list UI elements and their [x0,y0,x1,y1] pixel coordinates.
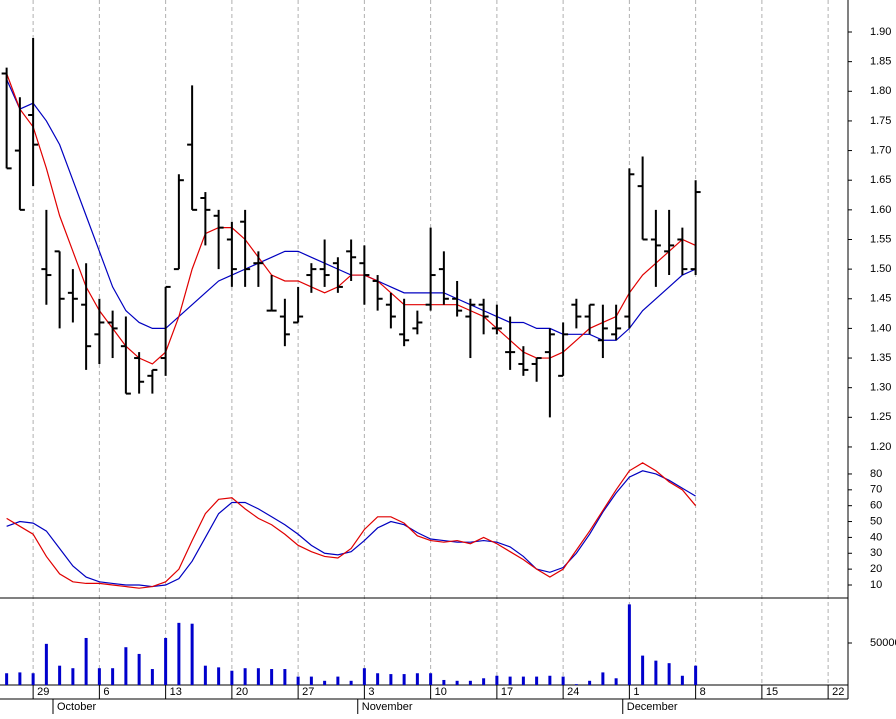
volume-bar [535,676,539,685]
volume-bar [44,643,48,685]
volume-bar [190,623,194,685]
x-tick-label: 15 [766,686,778,698]
y-tick-label: 1.50 [870,263,891,275]
volume-bar [296,676,300,685]
y-tick-label: 1.85 [870,56,891,68]
volume-bar [415,673,419,685]
y-tick-label: 50000 [870,637,896,649]
volume-bar [230,670,234,685]
x-tick-label: 27 [302,686,314,698]
volume-bar [111,668,115,685]
volume-bar [309,676,313,685]
month-label: October [57,701,96,713]
y-tick-label: 1.45 [870,293,891,305]
x-tick-label: 17 [501,686,513,698]
volume-bar [256,668,260,685]
volume-bar [97,668,101,685]
volume-bar [164,637,168,685]
volume-bar [217,667,221,685]
y-tick-label: 80 [870,468,882,480]
volume-bar [270,669,274,685]
volume-bar [58,665,62,685]
x-tick-label: 3 [368,686,374,698]
x-tick-label: 22 [832,686,844,698]
x-tick-label: 1 [633,686,639,698]
y-tick-label: 70 [870,484,882,496]
y-tick-label: 1.20 [870,441,891,453]
volume-bar [402,674,406,685]
y-tick-label: 1.55 [870,233,891,245]
volume-bar [561,676,565,685]
volume-bar [495,675,499,685]
y-tick-label: 50 [870,515,882,527]
x-tick-label: 10 [435,686,447,698]
y-tick-label: 20 [870,563,882,575]
volume-bar [389,674,393,685]
x-tick-label: 24 [567,686,579,698]
volume-bar [654,660,658,685]
volume-bar [84,637,88,685]
volume-bar [5,673,9,685]
y-tick-label: 1.25 [870,411,891,423]
y-tick-label: 1.90 [870,26,891,38]
volume-bar [641,655,645,685]
volume-bar [442,679,446,685]
volume-bar [680,675,684,685]
y-tick-label: 40 [870,531,882,543]
volume-bar [429,673,433,685]
y-tick-label: 60 [870,500,882,512]
volume-bar [376,673,380,685]
y-tick-label: 1.70 [870,144,891,156]
volume-bar [521,676,525,685]
volume-bar [588,680,592,685]
x-tick-label: 6 [103,686,109,698]
volume-bar [574,684,578,685]
x-tick-label: 13 [170,686,182,698]
volume-bar [323,680,327,685]
volume-bar [336,676,340,685]
volume-bar [601,672,605,685]
volume-bar [667,663,671,685]
volume-bar [694,665,698,685]
volume-bar [177,622,181,685]
volume-bar [455,680,459,685]
volume-bar [482,678,486,685]
volume-bar [627,604,631,685]
y-tick-label: 1.35 [870,352,891,364]
volume-bar [283,669,287,685]
y-tick-label: 30 [870,547,882,559]
volume-bar [548,675,552,685]
line-series [6,470,696,588]
x-tick-label: 29 [37,686,49,698]
volume-bar [362,668,366,685]
volume-bar [349,680,353,685]
volume-bar [614,678,618,685]
y-tick-label: 1.40 [870,322,891,334]
y-tick-label: 1.60 [870,204,891,216]
volume-bar [71,668,75,685]
y-tick-label: 1.75 [870,115,891,127]
x-tick-label: 20 [236,686,248,698]
y-tick-label: 1.30 [870,382,891,394]
y-tick-label: 10 [870,579,882,591]
line-series [6,462,697,589]
month-label: December [627,701,678,713]
volume-bar [150,669,154,685]
y-tick-label: 1.80 [870,85,891,97]
volume-bar [124,647,128,685]
x-tick-label: 8 [700,686,706,698]
volume-bar [31,673,35,685]
volume-bar [468,680,472,685]
volume-bar [508,676,512,685]
y-tick-label: 1.65 [870,174,891,186]
volume-bar [243,668,247,685]
volume-bar [137,653,141,685]
volume-bar [18,672,22,685]
volume-bar [203,665,207,685]
month-label: November [362,701,413,713]
